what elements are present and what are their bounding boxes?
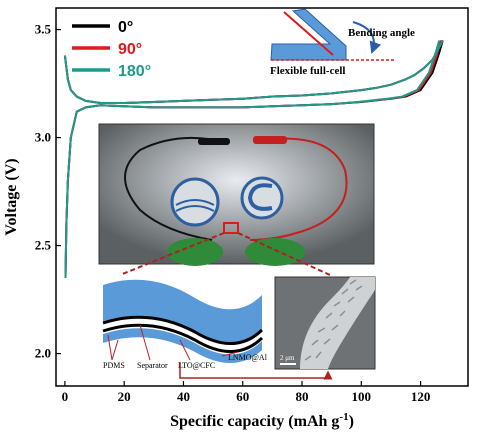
legend-label-2: 180°	[118, 63, 151, 80]
y-tick-label: 3.0	[35, 130, 51, 145]
x-tick-label: 120	[411, 389, 431, 404]
x-tick-label: 60	[236, 389, 249, 404]
photo-inset	[98, 123, 375, 266]
pointer-pdms-2	[107, 334, 113, 361]
logo-left-icon	[170, 177, 220, 227]
series-line-2-charge	[63, 39, 444, 105]
connector-left	[119, 232, 225, 276]
x-axis-ticks: 0 20 40 60 80 100 120	[62, 381, 431, 404]
pointer-lto	[179, 339, 191, 361]
bend-angle-arrow-icon	[352, 21, 382, 54]
sem-fiber	[300, 277, 375, 369]
red-clip	[253, 136, 287, 144]
pointer-lnmo	[221, 351, 239, 357]
y-tick-label: 3.5	[35, 22, 52, 37]
photo-background	[98, 123, 375, 265]
black-clip	[198, 138, 230, 145]
black-wire	[124, 136, 229, 241]
y-axis-ticks: 2.0 2.5 3.0 3.5	[35, 22, 61, 361]
legend: 0° 90° 180°	[72, 19, 151, 80]
glove-right	[245, 238, 305, 266]
sem-inset: 2 μm	[274, 276, 376, 370]
x-tick-label: 0	[62, 389, 69, 404]
x-tick-label: 20	[118, 389, 131, 404]
x-tick-label: 40	[177, 389, 190, 404]
glove-left	[167, 238, 223, 266]
y-tick-label: 2.0	[35, 346, 51, 361]
pointer-separator	[139, 324, 151, 361]
layer-schematic: PDMS Separator LTO@CFC LNMO@Al	[102, 279, 268, 370]
pdms-top-layer	[103, 279, 262, 344]
separator-layer	[102, 320, 263, 349]
y-tick-label: 2.5	[35, 238, 52, 253]
y-axis-label: Voltage (V)	[3, 158, 20, 235]
logo-right-mark-icon	[247, 183, 273, 211]
inset-link-arrow	[179, 362, 333, 380]
x-axis-label-end: )	[349, 413, 354, 430]
layer-label-lnmo: LNMO@Al	[228, 353, 268, 362]
series-line-2-discharge	[64, 40, 441, 279]
series-layer	[63, 39, 444, 279]
pointer-pdms	[111, 339, 119, 361]
x-axis-label: Specific capacity (mAh g-1)	[170, 411, 354, 430]
connector-right	[237, 232, 331, 276]
legend-label-0: 0°	[118, 19, 133, 36]
x-tick-label: 80	[296, 389, 309, 404]
bend-line-red	[283, 11, 334, 56]
sem-texture	[304, 279, 363, 361]
sem-scale-label: 2 μm	[280, 354, 295, 362]
legend-label-1: 90°	[118, 41, 142, 58]
x-axis-label-sup: -1	[339, 411, 348, 423]
bent-cell-shape	[270, 8, 347, 61]
bending-inset: Bending angle Flexible full-cell	[270, 8, 415, 77]
highlight-box	[223, 222, 239, 234]
layer-label-separator: Separator	[137, 361, 168, 370]
logo-left-waves-icon	[175, 199, 215, 212]
x-tick-label: 100	[352, 389, 372, 404]
lnmo-layer	[102, 323, 264, 353]
x-axis-label-main: Specific capacity (mAh g	[170, 413, 339, 430]
lto-layer	[102, 315, 264, 345]
layer-label-lto: LTO@CFC	[178, 361, 215, 370]
plot-frame	[55, 7, 469, 387]
red-wire	[249, 137, 348, 241]
flexible-cell-label: Flexible full-cell	[270, 65, 345, 77]
bending-angle-label: Bending angle	[348, 27, 415, 39]
layer-label-pdms: PDMS	[103, 361, 125, 370]
